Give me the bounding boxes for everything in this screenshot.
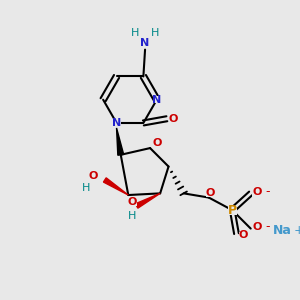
Text: O: O xyxy=(238,230,248,240)
Polygon shape xyxy=(103,178,128,195)
FancyBboxPatch shape xyxy=(228,206,237,215)
Text: Na: Na xyxy=(273,224,292,237)
Text: H: H xyxy=(128,211,137,221)
Text: H: H xyxy=(131,28,139,38)
Text: O: O xyxy=(128,197,137,207)
FancyBboxPatch shape xyxy=(153,96,161,103)
Text: O: O xyxy=(152,138,161,148)
Polygon shape xyxy=(117,128,124,155)
FancyBboxPatch shape xyxy=(89,172,97,179)
Text: H: H xyxy=(151,28,159,38)
Text: N: N xyxy=(112,118,121,128)
FancyBboxPatch shape xyxy=(253,188,262,196)
Text: N: N xyxy=(152,95,161,105)
Text: +: + xyxy=(294,224,300,237)
FancyBboxPatch shape xyxy=(83,185,90,192)
Text: -: - xyxy=(265,185,270,198)
FancyBboxPatch shape xyxy=(169,115,178,122)
FancyBboxPatch shape xyxy=(206,190,215,197)
FancyBboxPatch shape xyxy=(135,37,142,44)
FancyBboxPatch shape xyxy=(150,37,157,44)
Text: P: P xyxy=(228,204,237,217)
Text: O: O xyxy=(253,187,262,197)
FancyBboxPatch shape xyxy=(153,139,161,147)
Text: O: O xyxy=(88,171,98,181)
Text: -: - xyxy=(265,220,270,233)
Text: O: O xyxy=(169,114,178,124)
FancyBboxPatch shape xyxy=(128,198,137,206)
Text: O: O xyxy=(253,222,262,232)
FancyBboxPatch shape xyxy=(253,223,262,231)
FancyBboxPatch shape xyxy=(112,119,121,127)
Text: N: N xyxy=(140,38,150,48)
Text: O: O xyxy=(206,188,215,198)
Polygon shape xyxy=(136,194,160,208)
Text: H: H xyxy=(82,183,91,193)
FancyBboxPatch shape xyxy=(239,232,248,239)
FancyBboxPatch shape xyxy=(129,213,136,219)
